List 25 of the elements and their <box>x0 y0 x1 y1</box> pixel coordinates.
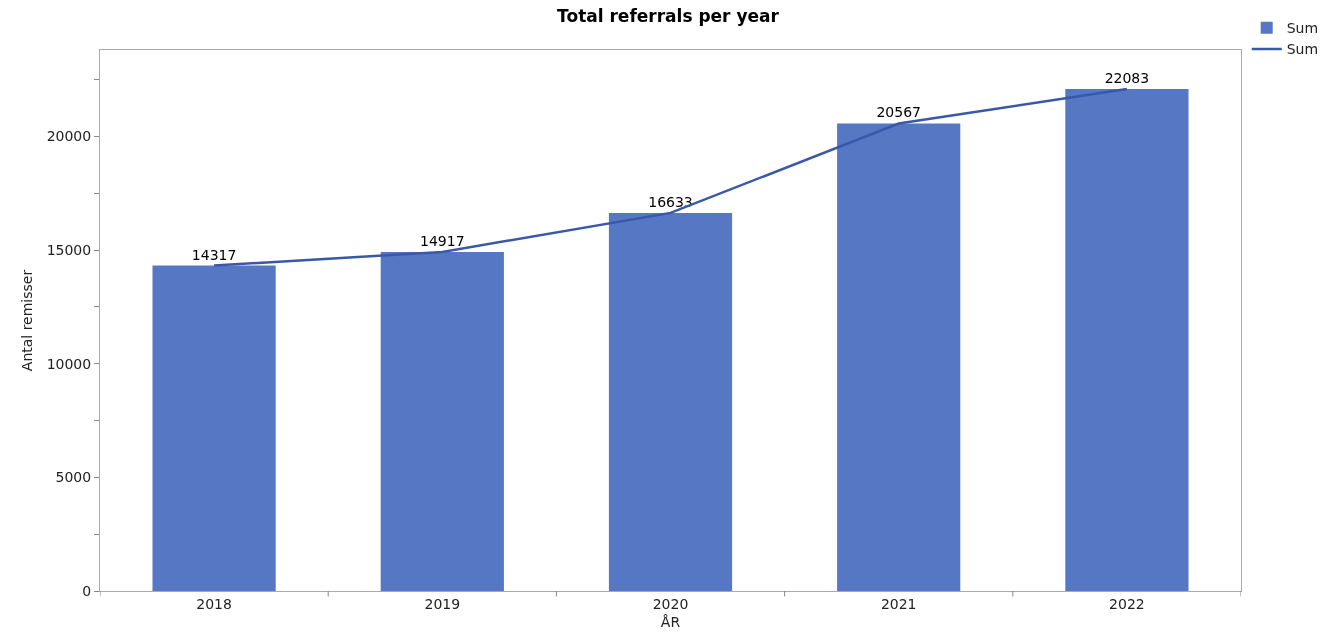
bar <box>837 123 961 591</box>
x-tick-label: 2022 <box>1109 595 1145 612</box>
x-tick-label: 2020 <box>652 595 689 612</box>
bar <box>380 251 504 591</box>
chart-title: Total referrals per year <box>557 5 780 26</box>
data-label: 20567 <box>876 104 921 121</box>
x-tick-label: 2019 <box>424 595 461 612</box>
bar <box>152 265 276 591</box>
legend-label: Sum <box>1286 20 1319 37</box>
x-axis-title: ÅR <box>660 614 681 631</box>
y-axis-title: Antal remisser <box>19 269 36 372</box>
y-tick-label: 10000 <box>46 355 92 372</box>
y-tick-label: 0 <box>82 582 92 599</box>
data-label: 16633 <box>648 193 693 210</box>
legend-label: Sum <box>1286 41 1319 58</box>
x-tick-label: 2021 <box>880 595 917 612</box>
bar <box>608 212 733 591</box>
data-label: 14317 <box>191 246 237 263</box>
y-tick-label: 15000 <box>46 241 92 258</box>
data-label: 14917 <box>420 232 465 249</box>
data-label: 22083 <box>1104 70 1150 87</box>
y-tick-label: 20000 <box>46 128 92 145</box>
x-tick-label: 2018 <box>196 595 232 612</box>
bar <box>1065 89 1189 591</box>
y-tick-label: 5000 <box>55 469 92 486</box>
